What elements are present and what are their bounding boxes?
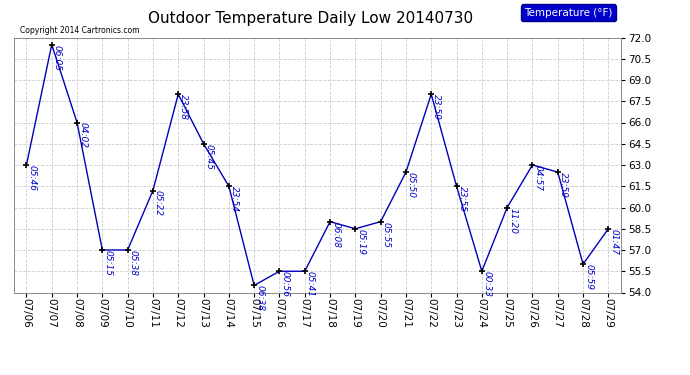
Text: 04:02: 04:02 — [78, 123, 87, 148]
Text: 05:55: 05:55 — [382, 222, 391, 248]
Text: 06:08: 06:08 — [331, 222, 340, 248]
Text: 05:38: 05:38 — [129, 250, 138, 276]
Text: 01:47: 01:47 — [609, 229, 618, 255]
Text: 04:57: 04:57 — [533, 165, 542, 191]
Text: 23:59: 23:59 — [559, 172, 568, 198]
Text: Copyright 2014 Cartronics.com: Copyright 2014 Cartronics.com — [20, 26, 139, 35]
Text: Outdoor Temperature Daily Low 20140730: Outdoor Temperature Daily Low 20140730 — [148, 11, 473, 26]
Text: 06:38: 06:38 — [255, 285, 264, 311]
Text: 05:22: 05:22 — [154, 190, 163, 216]
Text: 11:20: 11:20 — [509, 207, 518, 234]
Text: 05:50: 05:50 — [407, 172, 416, 198]
Text: 00:56: 00:56 — [281, 271, 290, 297]
Text: 00:33: 00:33 — [483, 271, 492, 297]
Legend: Temperature (°F): Temperature (°F) — [521, 4, 615, 21]
Text: 23:58: 23:58 — [179, 94, 188, 120]
Text: 06:05: 06:05 — [53, 45, 62, 70]
Text: 23:59: 23:59 — [433, 94, 442, 120]
Text: 05:45: 05:45 — [205, 144, 214, 170]
Text: 05:19: 05:19 — [357, 229, 366, 255]
Text: 23:55: 23:55 — [457, 186, 466, 212]
Text: 23:54: 23:54 — [230, 186, 239, 212]
Text: 05:41: 05:41 — [306, 271, 315, 297]
Text: 05:46: 05:46 — [28, 165, 37, 191]
Text: 05:15: 05:15 — [104, 250, 112, 276]
Text: 05:59: 05:59 — [584, 264, 593, 290]
